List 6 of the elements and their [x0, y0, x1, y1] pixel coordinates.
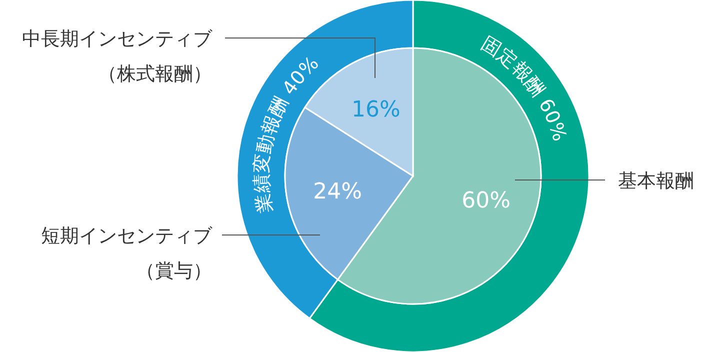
slice-label: 中長期インセンティブ（株式報酬）: [22, 28, 213, 85]
data-label: 60%: [462, 188, 510, 214]
data-label: 16%: [352, 98, 400, 123]
slice-label: 短期インセンティブ（賞与）: [41, 225, 213, 282]
slice-label: 基本報酬: [618, 170, 694, 192]
data-label: 24%: [313, 179, 362, 204]
